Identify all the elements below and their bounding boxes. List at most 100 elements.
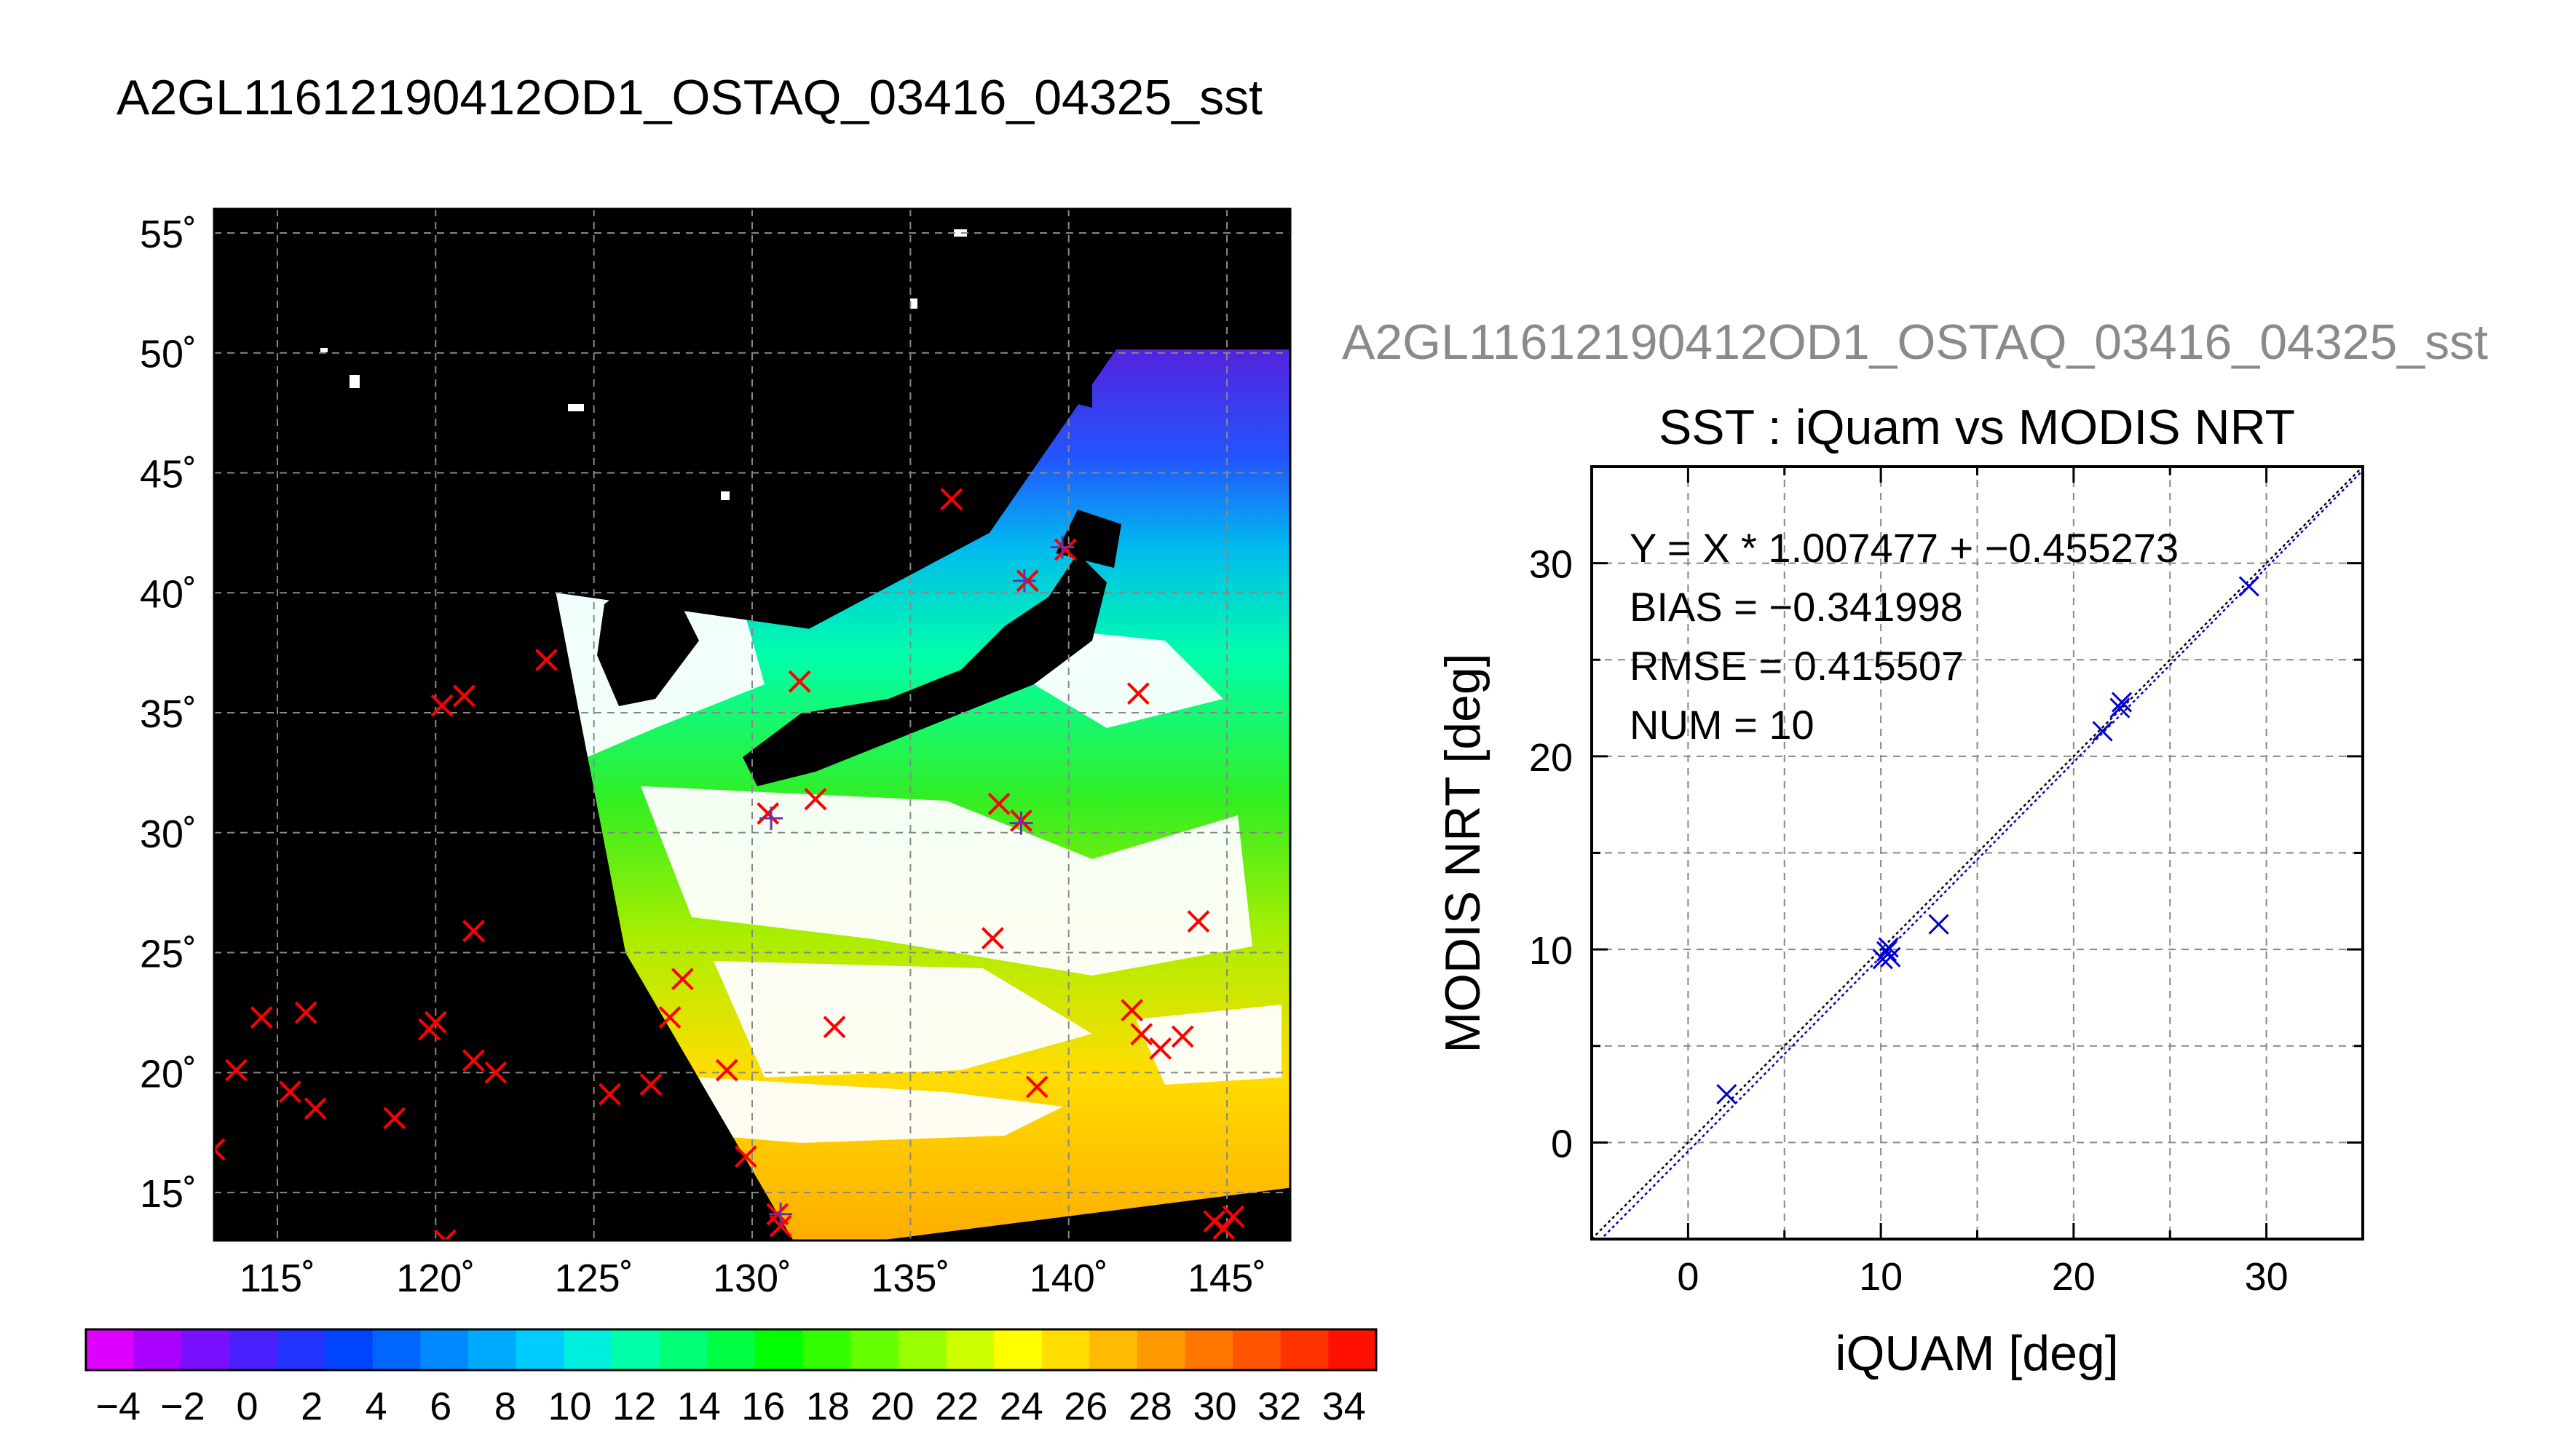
scatter-point — [1928, 914, 1949, 935]
colorbar-cell — [898, 1329, 947, 1370]
lat-tick-label: 55˚ — [140, 213, 197, 256]
colorbar-tick-label: 18 — [806, 1385, 850, 1428]
colorbar-cell — [516, 1329, 564, 1370]
insitu-marker — [1171, 1025, 1194, 1048]
lat-tick-label: 50˚ — [140, 333, 197, 376]
colorbar-cell — [564, 1329, 612, 1370]
insitu-marker — [433, 1229, 457, 1241]
map-grid — [214, 209, 1290, 1241]
colorbar-tick-label: 8 — [494, 1385, 516, 1428]
colorbar-cell — [802, 1329, 851, 1370]
scatter-grid — [1592, 467, 2363, 1239]
scatter-point — [2109, 697, 2131, 719]
colorbar-cell — [133, 1329, 182, 1370]
fit-lines — [1592, 467, 2363, 1239]
colorbar-cell — [229, 1329, 278, 1370]
insitu-marker — [1130, 1023, 1153, 1046]
insitu-marker — [788, 670, 811, 693]
colorbar-cells — [86, 1329, 1377, 1370]
colorbar-cell — [420, 1329, 469, 1370]
longitude-labels: 115˚ 120˚ 125˚ 130˚ 135˚ 140˚ 145˚ — [240, 1257, 1266, 1300]
colorbar-cell — [1280, 1329, 1329, 1370]
insitu-marker — [1121, 999, 1144, 1022]
colorbar-tick-label: 12 — [612, 1385, 656, 1428]
lon-tick-label: 130˚ — [713, 1257, 791, 1300]
lat-tick-label: 25˚ — [140, 933, 197, 976]
colorbar-cell — [707, 1329, 756, 1370]
secondary-title: A2GL11612190412OD1_OSTAQ_03416_04325_sst — [1342, 314, 2488, 370]
insitu-markers — [214, 488, 1245, 1241]
map-frame — [213, 207, 1292, 1242]
latitude-labels: 55˚ 50˚ 45˚ 40˚ 35˚ 30˚ 25˚ 20˚ 15˚ — [140, 213, 197, 1216]
lon-tick-label: 115˚ — [240, 1257, 315, 1300]
insitu-marker — [383, 1107, 406, 1130]
colorbar-labels: −4 −2 0 2 4 6 8 10 12 14 16 18 20 22 24 26 28 30 32 34 — [96, 1385, 1366, 1428]
colorbar-cell — [372, 1329, 422, 1370]
colorbar-tick-label: 32 — [1257, 1385, 1301, 1428]
scatter-title: SST : iQuam vs MODIS NRT — [1659, 400, 2295, 455]
x-tick-label: 0 — [1677, 1255, 1699, 1299]
lat-tick-label: 15˚ — [140, 1172, 197, 1216]
sst-map: 55˚ 50˚ 45˚ 40˚ 35˚ 30˚ 25˚ 20˚ 15˚ 115˚ 120˚ 125˚… — [140, 207, 1292, 1300]
insitu-marker — [1149, 1037, 1172, 1060]
stats-line: RMSE = 0.415507 — [1630, 643, 1964, 689]
matched-marker — [1012, 569, 1036, 593]
lon-tick-label: 135˚ — [871, 1257, 949, 1300]
colorbar-tick-label: 6 — [430, 1385, 451, 1428]
insitu-marker — [823, 1016, 846, 1039]
lat-tick-label: 35˚ — [140, 692, 197, 736]
colorbar-cell — [659, 1329, 708, 1370]
insitu-marker — [1187, 910, 1210, 933]
scatter-ticks — [1592, 467, 2363, 1239]
lat-tick-label: 30˚ — [140, 812, 197, 856]
insitu-marker — [250, 1006, 273, 1029]
scatter-plot: SST : iQuam vs MODIS NRT 0 10 20 30 0 10 20 30… — [1435, 400, 2364, 1381]
regression-line — [1600, 470, 2363, 1239]
insitu-marker — [1212, 1217, 1236, 1240]
y-tick-labels: 0 10 20 30 — [1529, 543, 1573, 1166]
page-title: A2GL11612190412OD1_OSTAQ_03416_04325_sst — [117, 70, 1263, 125]
stats-line: BIAS = −0.341998 — [1630, 584, 1963, 630]
colorbar-tick-label: 24 — [1000, 1385, 1043, 1428]
colorbar-tick-label: 4 — [366, 1385, 387, 1428]
colorbar-cell — [1041, 1329, 1090, 1370]
insitu-marker — [598, 1083, 621, 1106]
scatter-point — [1878, 937, 1899, 958]
matched-marker — [1009, 811, 1033, 835]
stats-annotations: Y = X * 1.007477 + −0.455273 BIAS = −0.34… — [1630, 525, 2179, 748]
land-specks — [320, 229, 967, 500]
x-tick-label: 30 — [2245, 1255, 2289, 1299]
y-tick-label: 20 — [1529, 736, 1573, 780]
colorbar-cell — [946, 1329, 995, 1370]
insitu-marker — [453, 684, 475, 708]
colorbar-tick-label: −4 — [96, 1385, 141, 1428]
insitu-marker — [278, 1080, 301, 1104]
colorbar-cell — [754, 1329, 804, 1370]
colorbar: −4 −2 0 2 4 6 8 10 12 14 16 18 20 22 24 26 28 30 32 34 — [84, 1328, 1378, 1428]
colorbar-frame — [84, 1328, 1378, 1372]
insitu-marker — [715, 1059, 738, 1082]
colorbar-cell — [850, 1329, 899, 1370]
insitu-marker — [671, 968, 694, 991]
colorbar-tick-label: 14 — [677, 1385, 721, 1428]
y-tick-label: 0 — [1551, 1122, 1573, 1166]
insitu-marker — [940, 488, 963, 511]
insitu-marker — [294, 1001, 317, 1024]
scatter-point — [2092, 721, 2113, 742]
insitu-marker — [535, 649, 558, 671]
insitu-marker — [981, 927, 1004, 950]
lon-tick-label: 125˚ — [555, 1257, 633, 1300]
lat-tick-label: 20˚ — [140, 1052, 197, 1096]
colorbar-cell — [181, 1329, 230, 1370]
insitu-marker — [304, 1097, 327, 1120]
colorbar-cell — [993, 1329, 1043, 1370]
y-axis-label: MODIS NRT [deg] — [1435, 653, 1490, 1053]
scatter-point — [1876, 941, 1898, 962]
colorbar-cell — [468, 1329, 517, 1370]
colorbar-tick-label: 28 — [1129, 1385, 1172, 1428]
colorbar-tick-label: 34 — [1322, 1385, 1366, 1428]
colorbar-cell — [1233, 1329, 1282, 1370]
scatter-points — [1716, 576, 2259, 1105]
colorbar-tick-label: 10 — [548, 1385, 591, 1428]
colorbar-cell — [611, 1329, 660, 1370]
